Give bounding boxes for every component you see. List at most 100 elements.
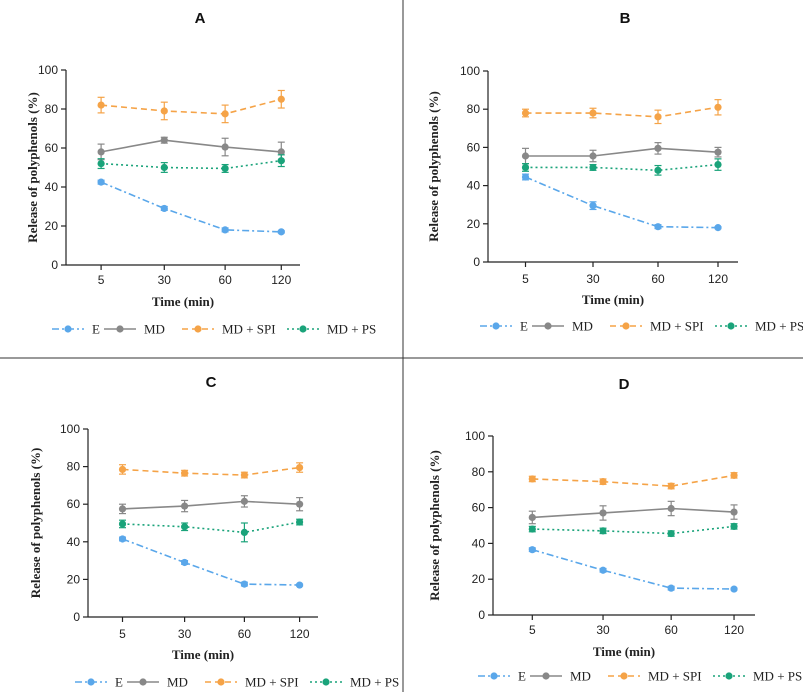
x-tick-label: 30 xyxy=(596,623,610,637)
legend-marker xyxy=(299,325,307,333)
data-point xyxy=(160,107,168,115)
legend-label: MD + SPI xyxy=(245,675,299,690)
data-point xyxy=(599,478,607,486)
legend-label: MD xyxy=(570,669,591,684)
series-md-ps xyxy=(97,154,285,173)
data-point xyxy=(160,163,168,172)
series-line xyxy=(100,139,282,153)
data-point xyxy=(118,465,127,474)
data-point xyxy=(221,164,229,173)
legend-label: MD + PS xyxy=(350,675,399,690)
series-e xyxy=(97,178,285,236)
data-point xyxy=(118,535,127,543)
legend-label: MD + PS xyxy=(753,669,802,684)
y-tick-label: 20 xyxy=(67,572,81,586)
y-axis-title: Release of polyphenols (%) xyxy=(427,450,442,601)
y-tick-label: 40 xyxy=(472,536,486,550)
data-point xyxy=(667,482,675,490)
x-tick-label: 120 xyxy=(724,623,744,637)
series-md-spi xyxy=(521,99,722,125)
y-tick-label: 60 xyxy=(467,140,481,154)
series-line xyxy=(525,176,719,229)
legend-label: MD xyxy=(144,322,165,337)
legend-entry: E xyxy=(480,319,528,334)
x-tick-label: 30 xyxy=(158,273,172,287)
data-point xyxy=(589,109,597,117)
series-line xyxy=(525,106,719,118)
legend-marker xyxy=(116,325,124,333)
x-tick-label: 5 xyxy=(529,623,536,637)
data-point xyxy=(667,504,675,513)
data-point xyxy=(714,224,722,232)
x-tick-label: 60 xyxy=(651,272,665,286)
data-point xyxy=(714,148,722,156)
legend-entry: MD + SPI xyxy=(608,669,702,684)
data-point xyxy=(589,202,597,210)
data-point xyxy=(528,475,536,483)
y-tick-label: 0 xyxy=(478,608,485,622)
data-point xyxy=(521,173,530,181)
data-point xyxy=(277,157,285,165)
legend-entry: MD + PS xyxy=(310,675,399,690)
legend-entry: E xyxy=(75,675,123,690)
legend-marker xyxy=(217,678,225,686)
data-point xyxy=(118,520,127,528)
series-line xyxy=(532,548,735,590)
data-point xyxy=(521,152,530,160)
data-point xyxy=(240,471,248,479)
panel-label: C xyxy=(206,374,217,391)
legend-marker xyxy=(542,672,550,680)
y-tick-label: 40 xyxy=(67,535,81,549)
y-axis-title: Release of polyphenols (%) xyxy=(426,91,441,242)
series-md-ps xyxy=(118,518,304,543)
series-md-ps xyxy=(528,522,738,538)
x-tick-label: 120 xyxy=(290,627,310,641)
data-point xyxy=(589,163,597,172)
legend-entry: MD xyxy=(127,675,188,690)
legend-marker xyxy=(725,672,733,680)
data-point xyxy=(160,136,168,144)
legend-entry: E xyxy=(52,322,100,337)
y-tick-label: 100 xyxy=(60,422,80,436)
legend-marker xyxy=(490,672,498,680)
data-point xyxy=(654,166,662,174)
legend-label: MD + PS xyxy=(755,319,803,334)
y-tick-label: 20 xyxy=(467,217,481,231)
data-point xyxy=(714,160,722,169)
x-tick-label: 30 xyxy=(178,627,192,641)
panel-label: A xyxy=(195,10,206,27)
y-tick-label: 80 xyxy=(67,460,81,474)
data-point xyxy=(714,103,722,111)
y-tick-label: 100 xyxy=(460,64,480,78)
data-point xyxy=(181,502,189,510)
y-tick-label: 0 xyxy=(51,258,58,272)
legend-label: E xyxy=(520,319,528,334)
y-tick-label: 0 xyxy=(73,610,80,624)
data-point xyxy=(528,546,536,554)
data-point xyxy=(277,148,285,156)
data-point xyxy=(240,580,248,588)
data-point xyxy=(730,522,738,530)
data-point xyxy=(654,223,662,231)
series-line xyxy=(532,507,735,519)
series-line xyxy=(525,163,719,172)
x-tick-label: 60 xyxy=(238,627,252,641)
data-point xyxy=(296,463,304,472)
legend-entry: MD + SPI xyxy=(182,322,276,337)
x-tick-label: 120 xyxy=(708,272,728,286)
data-point xyxy=(667,529,675,538)
legend-marker xyxy=(322,678,330,686)
data-point xyxy=(221,143,229,151)
data-point xyxy=(521,163,530,172)
data-point xyxy=(730,585,738,593)
data-point xyxy=(97,148,105,156)
series-md xyxy=(97,136,285,163)
legend-marker xyxy=(727,322,735,330)
legend-label: MD + SPI xyxy=(648,669,702,684)
chart-panel-d: D 0 20 40 60 80 100 5 30 60 120 Time (min) Release o… xyxy=(427,376,802,684)
legend-entry: MD + PS xyxy=(713,669,802,684)
data-point xyxy=(240,497,248,505)
series-e xyxy=(521,173,722,232)
series-line xyxy=(532,474,735,487)
